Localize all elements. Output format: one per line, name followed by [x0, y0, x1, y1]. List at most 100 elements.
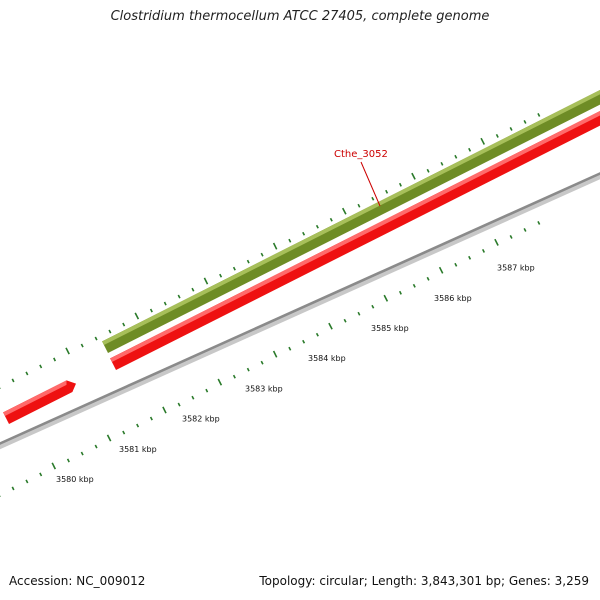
scale-major-tick	[51, 462, 57, 470]
gc-tick	[357, 203, 361, 208]
gc-tick	[509, 127, 513, 131]
gc-tick	[329, 217, 333, 222]
backbone-line	[0, 172, 600, 445]
scale-minor-tick	[80, 451, 84, 456]
scale-minor-tick	[246, 367, 250, 372]
gc-tick	[134, 312, 140, 320]
scale-minor-tick	[454, 262, 458, 267]
reverse-strand-feature-arrow[interactable]	[3, 380, 77, 424]
scale-minor-tick	[288, 346, 292, 351]
gene-label-leader	[360, 161, 381, 207]
gc-tick	[25, 371, 29, 376]
gc-tick	[523, 120, 527, 124]
gc-tick	[39, 364, 43, 369]
scale-minor-tick	[136, 423, 140, 428]
scale-major-tick	[106, 434, 112, 442]
gc-tick	[537, 113, 541, 117]
scale-minor-tick	[357, 311, 361, 316]
gc-tick-track	[0, 113, 541, 389]
scale-tick-track	[0, 221, 541, 497]
scale-minor-tick	[371, 304, 375, 309]
scale-minor-tick	[66, 458, 70, 463]
scale-major-tick	[272, 350, 278, 358]
gc-tick	[371, 196, 375, 201]
scale-minor-tick	[509, 235, 513, 239]
scale-minor-tick	[302, 339, 306, 344]
scale-minor-tick	[25, 479, 29, 484]
gc-tick	[426, 168, 430, 173]
scale-minor-tick	[94, 444, 98, 449]
scale-major-tick	[217, 378, 223, 386]
scale-minor-tick	[122, 430, 126, 435]
scale-minor-tick	[398, 290, 402, 295]
gc-tick	[411, 172, 416, 180]
scale-minor-tick	[11, 486, 15, 491]
scale-minor-tick	[149, 416, 153, 421]
forward-strand-feature-highlight	[102, 90, 600, 345]
gc-tick	[191, 287, 195, 292]
scale-minor-tick	[315, 332, 319, 337]
gc-tick	[495, 133, 499, 138]
scale-major-tick	[383, 294, 389, 302]
map-title: Clostridium thermocellum ATCC 27405, com…	[110, 9, 490, 24]
forward-strand-track	[102, 90, 600, 353]
gc-tick	[65, 347, 70, 355]
scale-label: 3580 kbp	[56, 475, 94, 484]
scale-label-track: 3580 kbp 3581 kbp 3582 kbp 3583 kbp 3584 kbp…	[56, 264, 535, 484]
scale-minor-tick	[412, 283, 416, 288]
scale-minor-tick	[468, 255, 472, 260]
scale-label: 3583 kbp	[245, 384, 283, 393]
gc-tick	[440, 161, 444, 166]
gc-tick	[468, 147, 472, 152]
scale-minor-tick	[426, 276, 430, 281]
reverse-strand-feature-arrow-highlight	[3, 380, 67, 416]
scale-minor-tick	[481, 248, 486, 253]
scale-label: 3586 kbp	[434, 294, 472, 303]
scale-minor-tick	[537, 221, 541, 225]
scale-major-tick	[328, 322, 333, 330]
gc-tick	[246, 259, 250, 264]
scale-major-tick	[438, 266, 444, 274]
gc-tick	[315, 224, 319, 229]
backbone-shadow	[0, 173, 600, 450]
scale-major-tick	[162, 406, 167, 414]
scale-minor-tick	[343, 318, 347, 323]
gc-tick	[454, 154, 458, 159]
scale-label: 3581 kbp	[119, 445, 157, 454]
gene-label-cthe-3052[interactable]: Cthe_3052	[334, 149, 388, 160]
scale-minor-tick	[177, 402, 181, 407]
scale-label: 3584 kbp	[308, 354, 346, 363]
gc-tick	[288, 238, 292, 243]
gc-tick	[108, 329, 112, 334]
accession-text: Accession: NC_009012	[9, 574, 146, 588]
gc-tick	[149, 308, 153, 313]
scale-minor-tick	[232, 374, 236, 379]
gc-tick	[480, 137, 486, 145]
gc-tick	[260, 252, 264, 257]
gc-tick	[163, 301, 167, 306]
scale-minor-tick	[523, 228, 527, 232]
reverse-strand-track	[3, 111, 600, 424]
gc-tick	[272, 242, 278, 250]
gc-tick	[94, 336, 98, 341]
gc-tick	[53, 357, 57, 362]
scale-minor-tick	[205, 388, 209, 393]
gc-tick	[203, 277, 209, 285]
gc-tick	[232, 266, 236, 271]
gc-tick	[385, 189, 389, 194]
gc-tick	[302, 231, 306, 236]
gc-tick	[398, 182, 402, 187]
gc-tick	[11, 378, 15, 383]
scale-label: 3582 kbp	[182, 415, 220, 424]
scale-minor-tick	[39, 472, 43, 477]
gc-tick	[341, 207, 347, 215]
reverse-strand-feature-highlight	[110, 111, 600, 362]
scale-major-tick	[494, 238, 499, 246]
gc-tick	[80, 343, 84, 348]
backbone-track	[0, 172, 600, 450]
gc-tick	[177, 294, 181, 299]
scale-minor-tick	[191, 395, 195, 400]
genome-summary-text: Topology: circular; Length: 3,843,301 bp…	[259, 574, 589, 588]
gc-tick	[122, 322, 126, 327]
